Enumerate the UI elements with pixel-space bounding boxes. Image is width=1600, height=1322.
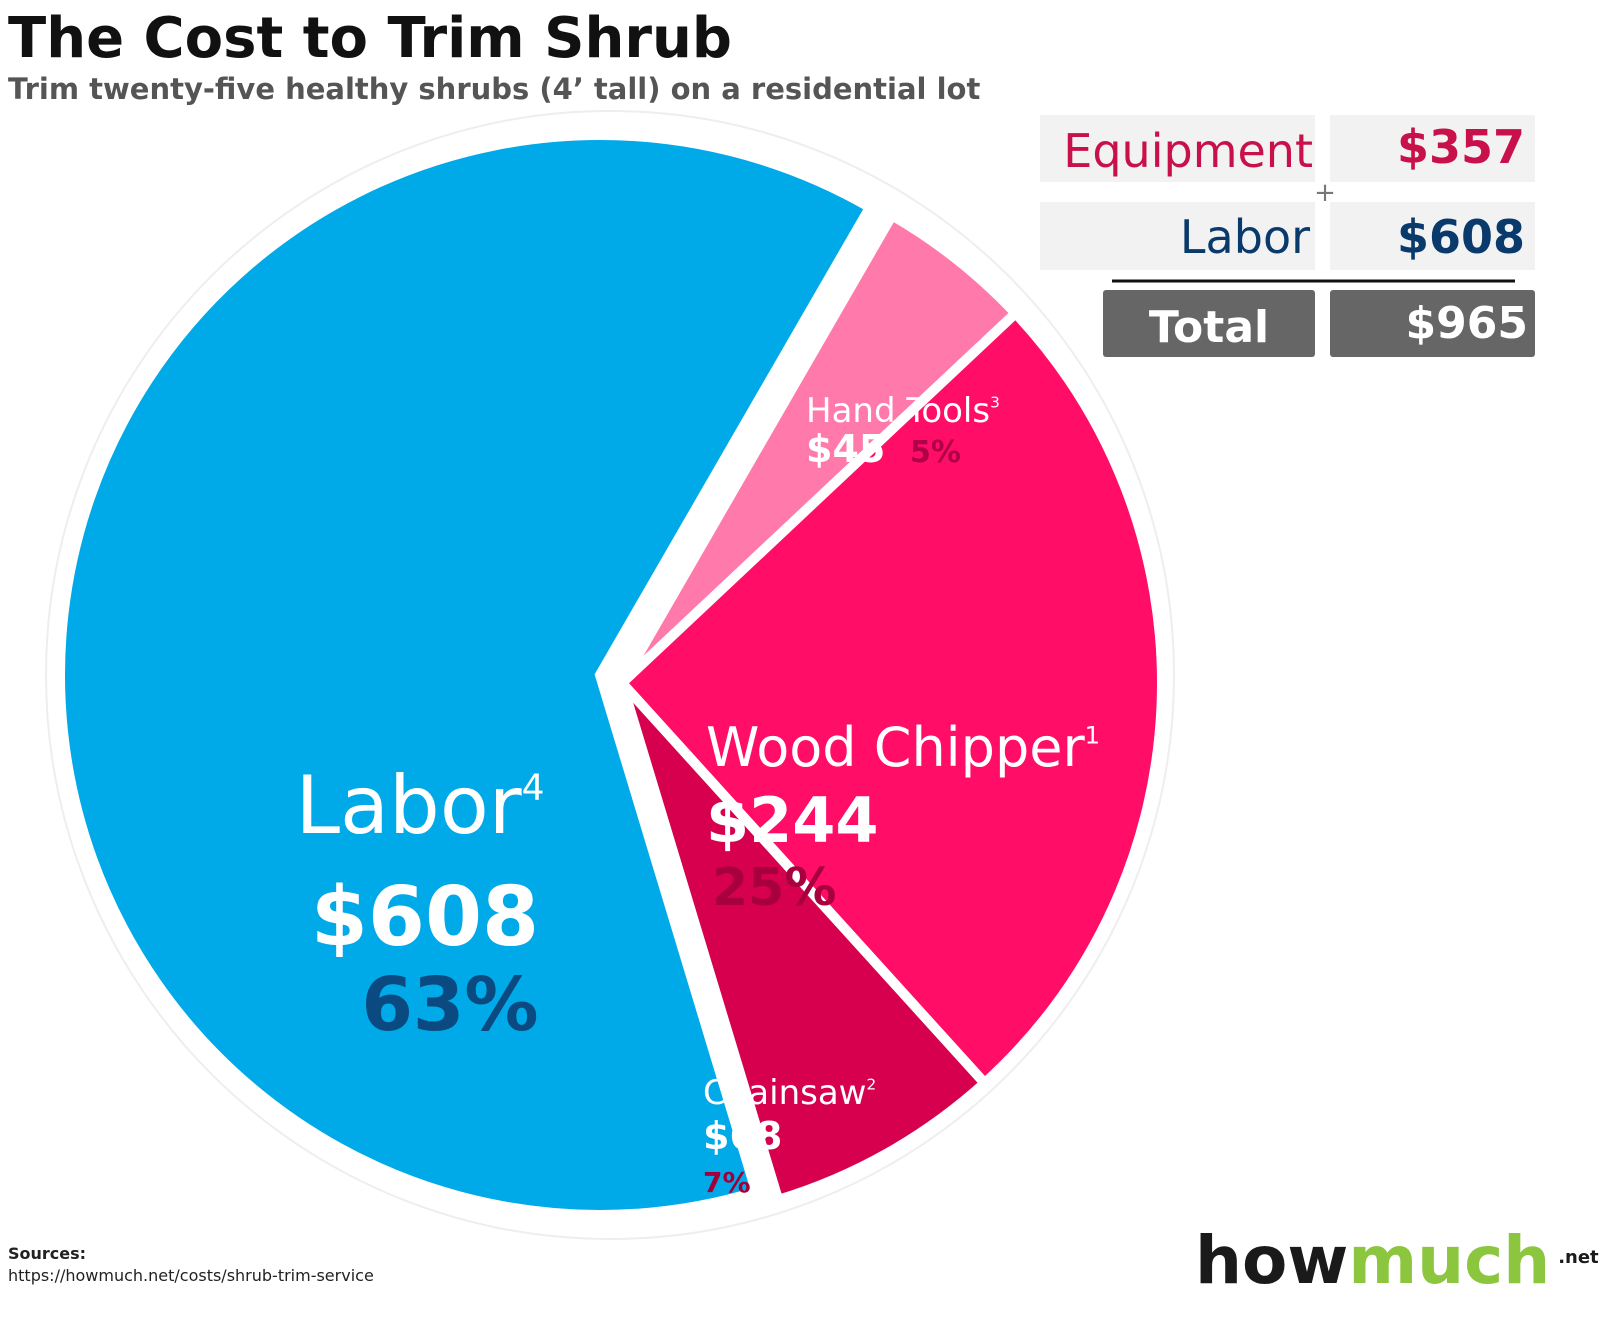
value-label: $45 [806, 427, 885, 471]
row-value: $608 [1397, 210, 1525, 264]
operator: + [1314, 178, 1336, 208]
cell [1040, 115, 1315, 182]
row-value: $357 [1397, 120, 1525, 174]
logo-primary: how [1195, 1222, 1348, 1299]
logo-suffix: .net [1558, 1247, 1599, 1268]
pie-slice [617, 679, 992, 1207]
cell [1040, 202, 1315, 270]
slice-name: Hand Tools3 [806, 391, 1000, 431]
slice-name: Labor4 [295, 759, 544, 852]
total-label: Total [1149, 302, 1269, 353]
slice-name-text: Wood Chipper [706, 716, 1085, 779]
pie [45, 110, 1175, 1240]
slice-name: Wood Chipper1 [706, 716, 1100, 779]
footnote-mark: 4 [522, 767, 545, 808]
footnote-mark: 3 [990, 394, 1000, 412]
share-label: 7% [703, 1166, 751, 1199]
slice-name-text: Chainsaw [703, 1073, 866, 1113]
sources-url: https://howmuch.net/costs/shrub-trim-ser… [8, 1266, 374, 1285]
chart-title: The Cost to Trim Shrub [8, 6, 732, 71]
share-label: 63% [361, 962, 538, 1048]
summary-table: Equipment $357 + Labor $608 Total $965 [1040, 115, 1535, 357]
pie-slice [614, 306, 1167, 1091]
footnote-mark: 1 [1085, 720, 1100, 749]
logo-accent: much [1348, 1222, 1550, 1299]
cell [1330, 115, 1535, 182]
pie-slice [55, 130, 877, 1220]
row-label: Labor [1180, 210, 1310, 264]
sources-label: Sources: [8, 1244, 86, 1263]
share-label: 25% [712, 858, 836, 918]
share-label: 5% [910, 435, 961, 470]
slice-name: Chainsaw2 [703, 1073, 876, 1113]
value-label: $608 [311, 870, 539, 965]
row-label: Equipment [1063, 124, 1313, 178]
cell [1103, 290, 1315, 357]
cell [1330, 202, 1535, 270]
cell [1330, 290, 1535, 357]
chart-subtitle: Trim twenty-five healthy shrubs (4’ tall… [8, 72, 980, 106]
slice-name-text: Labor [295, 759, 521, 852]
value-label: $244 [706, 784, 879, 857]
slice-name-text: Hand Tools [806, 391, 990, 431]
logo: howmuch .net [1195, 1222, 1599, 1299]
total-value: $965 [1406, 298, 1528, 349]
footnote-mark: 2 [866, 1076, 876, 1094]
value-label: $68 [703, 1114, 782, 1158]
